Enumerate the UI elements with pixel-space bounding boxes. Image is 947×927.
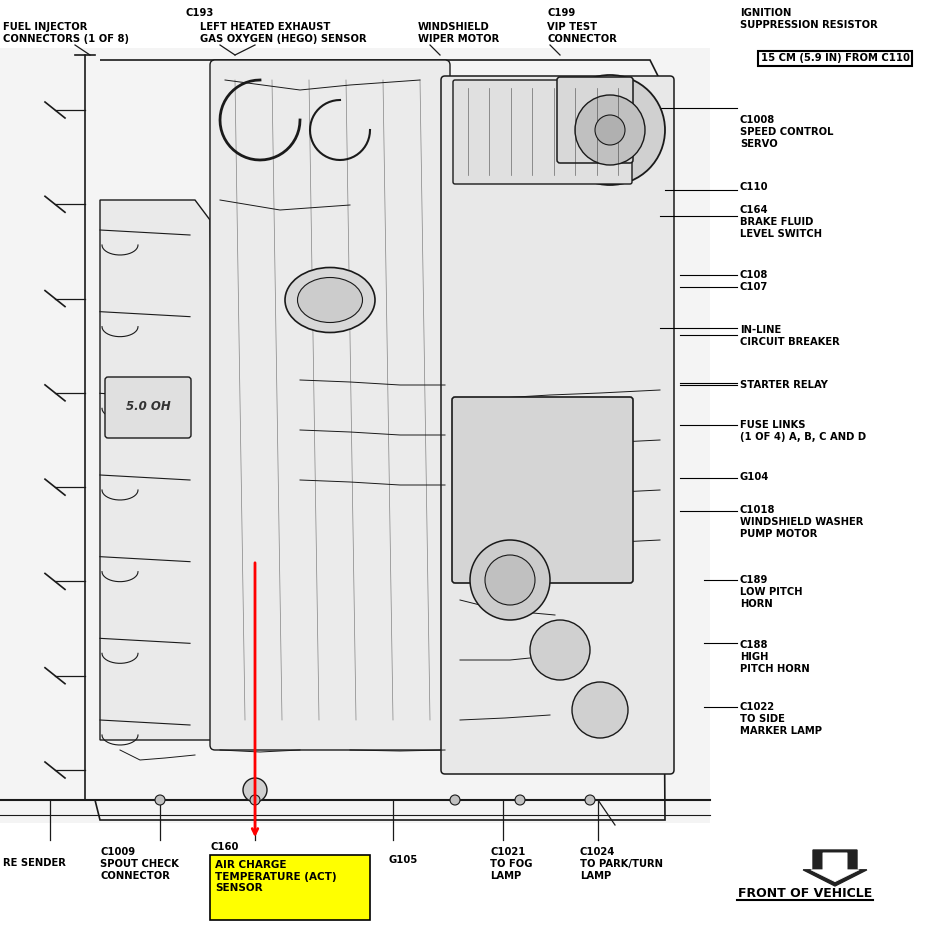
Text: C1024: C1024: [580, 847, 616, 857]
Text: C1008: C1008: [740, 115, 776, 125]
Text: SUPPRESSION RESISTOR: SUPPRESSION RESISTOR: [740, 20, 878, 30]
Text: WIPER MOTOR: WIPER MOTOR: [418, 34, 499, 44]
Ellipse shape: [285, 268, 375, 333]
Circle shape: [450, 795, 460, 805]
Text: LAMP: LAMP: [580, 871, 611, 881]
Text: LAMP: LAMP: [490, 871, 521, 881]
Text: FRONT OF VEHICLE: FRONT OF VEHICLE: [738, 887, 872, 900]
Circle shape: [585, 795, 595, 805]
Text: LEVEL SWITCH: LEVEL SWITCH: [740, 229, 822, 239]
Text: TO SIDE: TO SIDE: [740, 714, 785, 724]
Text: MARKER LAMP: MARKER LAMP: [740, 726, 822, 736]
Text: SPOUT CHECK: SPOUT CHECK: [100, 859, 179, 869]
Circle shape: [485, 555, 535, 605]
Text: TO FOG: TO FOG: [490, 859, 532, 869]
Bar: [0, 48, 710, 823]
Circle shape: [470, 540, 550, 620]
Text: 15 CM (5.9 IN) FROM C110: 15 CM (5.9 IN) FROM C110: [760, 53, 909, 63]
Circle shape: [595, 115, 625, 145]
Text: TO PARK/TURN: TO PARK/TURN: [580, 859, 663, 869]
Text: IGNITION: IGNITION: [740, 8, 792, 18]
FancyBboxPatch shape: [105, 377, 191, 438]
Text: STARTER RELAY: STARTER RELAY: [740, 380, 828, 390]
Text: (1 OF 4) A, B, C AND D: (1 OF 4) A, B, C AND D: [740, 432, 867, 442]
Circle shape: [575, 95, 645, 165]
Text: FUEL INJECTOR: FUEL INJECTOR: [3, 22, 87, 32]
Text: WINDSHIELD: WINDSHIELD: [418, 22, 490, 32]
Text: IN-LINE: IN-LINE: [740, 325, 781, 335]
Text: LEFT HEATED EXHAUST: LEFT HEATED EXHAUST: [200, 22, 331, 32]
FancyBboxPatch shape: [210, 60, 450, 750]
Ellipse shape: [297, 277, 363, 323]
Circle shape: [555, 75, 665, 185]
Text: AIR CHARGE
TEMPERATURE (ACT)
SENSOR: AIR CHARGE TEMPERATURE (ACT) SENSOR: [215, 860, 336, 894]
Text: C193: C193: [185, 8, 213, 18]
Text: CIRCUIT BREAKER: CIRCUIT BREAKER: [740, 337, 840, 347]
Text: RE SENDER: RE SENDER: [3, 858, 66, 868]
FancyBboxPatch shape: [441, 76, 674, 774]
Circle shape: [250, 795, 260, 805]
Polygon shape: [100, 200, 215, 740]
Circle shape: [155, 795, 165, 805]
Text: SERVO: SERVO: [740, 139, 777, 149]
Text: BRAKE FLUID: BRAKE FLUID: [740, 217, 813, 227]
Text: C189: C189: [740, 575, 768, 585]
Text: C164: C164: [740, 205, 769, 215]
Text: GAS OXYGEN (HEGO) SENSOR: GAS OXYGEN (HEGO) SENSOR: [200, 34, 366, 44]
Text: G104: G104: [740, 472, 769, 482]
Text: C108: C108: [740, 270, 768, 280]
Text: C188: C188: [740, 640, 769, 650]
Text: C199: C199: [547, 8, 575, 18]
Polygon shape: [811, 853, 859, 882]
Text: SPEED CONTROL: SPEED CONTROL: [740, 127, 833, 137]
Text: CONNECTOR: CONNECTOR: [547, 34, 616, 44]
Text: LOW PITCH: LOW PITCH: [740, 587, 802, 597]
Text: PITCH HORN: PITCH HORN: [740, 664, 810, 674]
Text: G105: G105: [388, 855, 418, 865]
Text: C160: C160: [210, 842, 239, 852]
Text: CONNECTORS (1 OF 8): CONNECTORS (1 OF 8): [3, 34, 129, 44]
Text: HIGH: HIGH: [740, 652, 768, 662]
Text: C1021: C1021: [490, 847, 526, 857]
Circle shape: [572, 682, 628, 738]
FancyBboxPatch shape: [452, 397, 633, 583]
Circle shape: [530, 620, 590, 680]
Text: FUSE LINKS: FUSE LINKS: [740, 420, 806, 430]
Text: VIP TEST: VIP TEST: [547, 22, 598, 32]
Text: C107: C107: [740, 282, 768, 292]
Polygon shape: [803, 850, 867, 886]
Bar: [210, 855, 370, 920]
Circle shape: [515, 795, 525, 805]
FancyBboxPatch shape: [453, 80, 632, 184]
Text: HORN: HORN: [740, 599, 773, 609]
Circle shape: [243, 778, 267, 802]
Text: 5.0 OH: 5.0 OH: [126, 400, 170, 413]
Text: WINDSHIELD WASHER: WINDSHIELD WASHER: [740, 517, 864, 527]
Text: C110: C110: [740, 182, 769, 192]
FancyBboxPatch shape: [557, 77, 633, 163]
Text: C1018: C1018: [740, 505, 776, 515]
Text: C1022: C1022: [740, 702, 776, 712]
Text: CONNECTOR: CONNECTOR: [100, 871, 170, 881]
Text: PUMP MOTOR: PUMP MOTOR: [740, 529, 817, 539]
Text: C1009: C1009: [100, 847, 135, 857]
